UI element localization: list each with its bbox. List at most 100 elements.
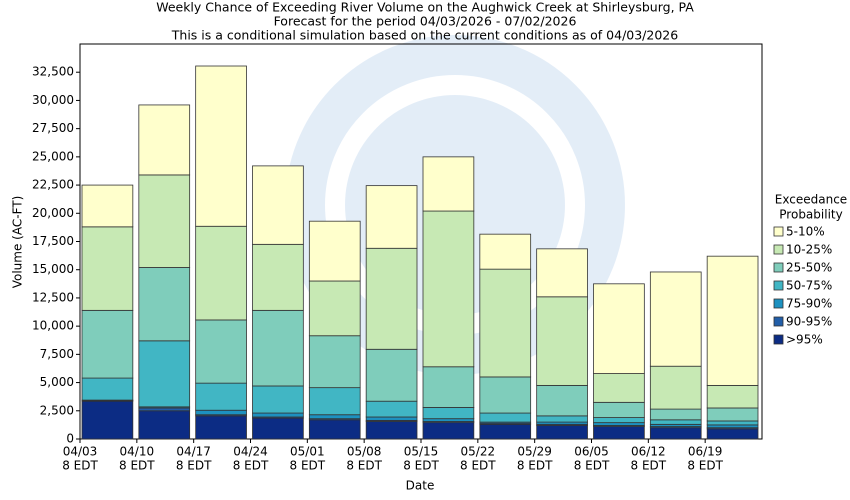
bar-segment	[81, 226, 134, 311]
x-tick-label: 06/19	[688, 445, 723, 459]
bar-segment	[252, 412, 304, 418]
bar-segment	[308, 280, 361, 337]
bar-segment	[195, 382, 247, 411]
bar-segment	[365, 400, 418, 418]
x-tick-label: 8 EDT	[62, 459, 98, 473]
bar-segment	[422, 210, 475, 368]
bar-segment	[536, 425, 588, 440]
bar-segment	[593, 422, 645, 426]
x-tick-label: 05/08	[347, 445, 382, 459]
x-tick-label: 8 EDT	[346, 459, 382, 473]
bar-segment	[479, 233, 532, 270]
bar-segment	[252, 165, 304, 245]
bar-segment	[536, 384, 588, 417]
x-tick-label: 06/05	[574, 445, 609, 459]
bar-segment	[81, 184, 134, 228]
legend-swatch	[773, 280, 784, 291]
bar-segment	[308, 414, 361, 420]
bar-segment	[593, 426, 645, 440]
bar-segment	[252, 243, 304, 311]
bar-segment	[365, 421, 418, 440]
bar-segment	[536, 296, 588, 386]
bar-segment	[593, 283, 645, 374]
x-tick-label: 8 EDT	[176, 459, 212, 473]
legend-swatch	[773, 226, 784, 237]
y-tick-label: 0	[66, 432, 74, 446]
y-tick-label: 32,500	[32, 65, 74, 79]
bar-segment	[81, 377, 134, 401]
x-tick-label: 8 EDT	[290, 459, 326, 473]
chart-title: Weekly Chance of Exceeding River Volume …	[156, 0, 694, 15]
bar-segment	[479, 268, 532, 378]
y-tick-label: 30,000	[32, 93, 74, 107]
legend-label: 50-75%	[786, 279, 832, 293]
bar-segment	[649, 419, 702, 425]
x-tick-label: 8 EDT	[687, 459, 723, 473]
bar-segment	[479, 423, 532, 440]
x-tick-label: 05/29	[517, 445, 552, 459]
bar-segment	[706, 420, 759, 426]
y-tick-label: 17,500	[32, 234, 74, 248]
chart-subtitle: Forecast for the period 04/03/2026 - 07/…	[274, 14, 577, 29]
bar-segment	[138, 340, 191, 408]
x-tick-label: 8 EDT	[517, 459, 553, 473]
bar-segment	[706, 384, 759, 409]
bar-segment	[422, 156, 475, 212]
chart-subtitle: This is a conditional simulation based o…	[171, 28, 678, 43]
bar-segment	[138, 410, 191, 440]
legend-label: 5-10%	[786, 225, 825, 239]
bar-segment	[252, 309, 304, 387]
bar-segment	[308, 419, 361, 440]
bar-segment	[649, 408, 702, 421]
bar-segment	[195, 319, 247, 384]
y-tick-label: 7,500	[40, 347, 74, 361]
bar-segment	[365, 348, 418, 402]
bar-segment	[308, 335, 361, 389]
bar-segment	[422, 366, 475, 408]
legend-label: >95%	[786, 333, 823, 347]
bar-segment	[138, 267, 191, 342]
x-tick-label: 06/12	[631, 445, 666, 459]
bar-segment	[536, 415, 588, 423]
bar-segment	[195, 65, 247, 227]
bar-segment	[138, 104, 191, 176]
y-tick-label: 12,500	[32, 290, 74, 304]
bar-segment	[365, 185, 418, 249]
bar-segment	[195, 409, 247, 416]
bar-segment	[138, 407, 191, 412]
bar-segment	[422, 406, 475, 420]
legend-swatch	[773, 262, 784, 273]
legend-swatch	[773, 244, 784, 255]
bar-segment	[195, 415, 247, 440]
legend-label: 75-90%	[786, 297, 832, 311]
legend-swatch	[773, 316, 784, 327]
x-tick-label: 05/15	[404, 445, 439, 459]
y-axis-label: Volume (AC-FT)	[11, 196, 25, 289]
bar-segment	[195, 225, 247, 321]
bar-segment	[479, 412, 532, 423]
legend-title: Probability	[779, 208, 842, 222]
bar-segment	[252, 417, 304, 440]
y-tick-label: 10,000	[32, 319, 74, 333]
bar-segment	[81, 400, 134, 440]
bar-segment	[706, 255, 759, 386]
bar-segment	[706, 424, 759, 429]
bar-segment	[593, 373, 645, 403]
x-tick-label: 8 EDT	[119, 459, 155, 473]
legend-title: Exceedance	[775, 193, 847, 207]
bar-segment	[536, 248, 588, 298]
bar-segment	[649, 271, 702, 367]
bar-segment	[593, 401, 645, 418]
legend-label: 10-25%	[786, 243, 832, 257]
legend-swatch	[773, 298, 784, 309]
legend-label: 25-50%	[786, 261, 832, 275]
y-tick-label: 2,500	[40, 403, 74, 417]
x-axis-label: Date	[406, 479, 435, 493]
legend-swatch	[773, 334, 784, 345]
bar-segment	[365, 416, 418, 421]
bar-segment	[649, 427, 702, 440]
bar-segment	[365, 247, 418, 350]
bar-segment	[593, 417, 645, 424]
y-tick-label: 20,000	[32, 206, 74, 220]
